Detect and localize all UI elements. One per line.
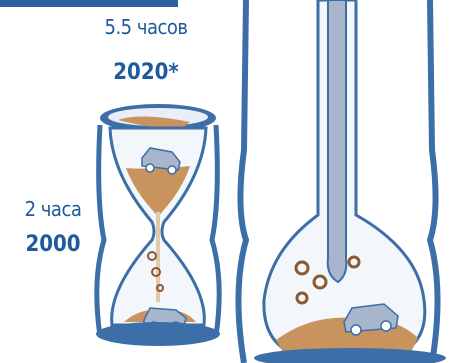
small-hourglass-bottom-cap (96, 322, 220, 346)
header-accent-bar (0, 0, 178, 7)
large-hourglass-bottom-cap (254, 348, 446, 363)
falling-ring-icon (312, 274, 328, 290)
falling-ring-icon (151, 267, 161, 277)
falling-ring-icon (294, 260, 310, 276)
car-icon (141, 147, 181, 175)
large-hourglass-sand-stream (326, 0, 348, 284)
car-icon (343, 303, 399, 336)
small-hourglass-left-post (94, 124, 107, 337)
small-hourglass-right-post (209, 124, 222, 337)
label-hours-2000: 2 часа (24, 197, 82, 221)
falling-ring-icon (347, 255, 361, 269)
small-hourglass-sand-stream (156, 212, 160, 302)
large-hourglass-right-post (426, 0, 441, 363)
large-hourglass (235, 0, 446, 363)
small-hourglass-upper-sand (126, 166, 190, 215)
small-hourglass (94, 104, 222, 346)
falling-ring-icon (156, 284, 164, 292)
falling-ring-icon (147, 251, 157, 261)
falling-ring-icon (295, 291, 309, 305)
large-hourglass-left-post (235, 0, 250, 363)
label-hours-2020: 5.5 часов (104, 15, 188, 39)
label-year-2020: 2020* (113, 60, 179, 85)
label-year-2000: 2000 (25, 232, 81, 257)
